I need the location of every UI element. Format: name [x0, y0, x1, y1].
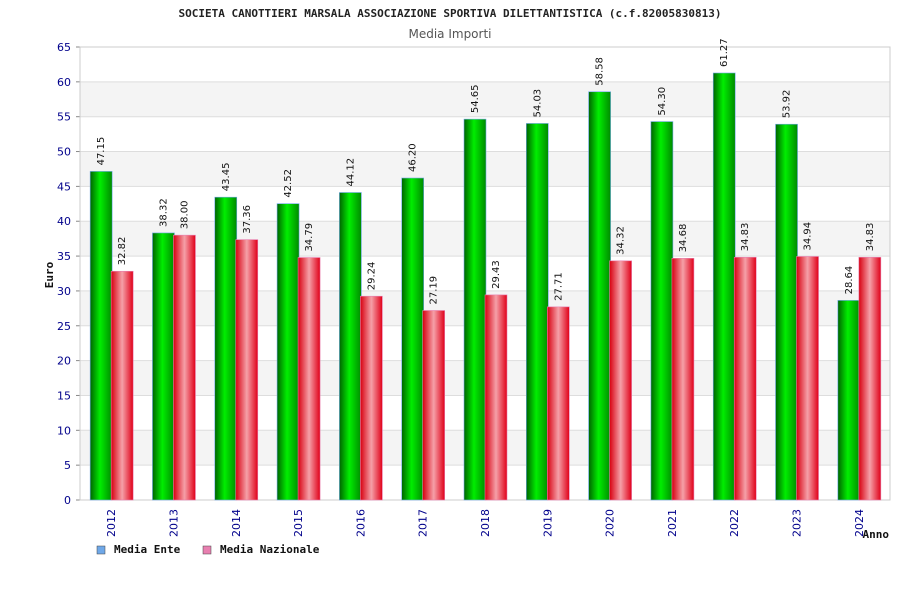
x-tick-label-2020: 2020 — [604, 509, 617, 537]
data-label-media-nazionale-2022: 34.83 — [740, 223, 751, 252]
grid-band — [80, 47, 890, 82]
y-tick-label: 55 — [57, 111, 71, 124]
data-label-media-nazionale-2023: 34.94 — [803, 222, 814, 251]
x-tick-label-2017: 2017 — [417, 509, 430, 537]
data-label-media-nazionale-2020: 34.32 — [616, 226, 627, 255]
y-tick-label: 45 — [57, 180, 71, 193]
data-label-media-ente-2019: 54.03 — [532, 89, 543, 118]
bar-media-ente-2015 — [276, 203, 300, 501]
data-label-media-ente-2012: 47.15 — [96, 137, 107, 166]
x-tick-label-2015: 2015 — [292, 509, 305, 537]
label-layer: 0 5 10 15 20 25 30 35 40 45 50 55 60 65 47.15 32.82 2012… — [57, 38, 876, 537]
grid-band — [80, 81, 890, 117]
data-label-media-ente-2016: 44.12 — [345, 158, 356, 187]
y-tick-label: 50 — [57, 146, 71, 159]
bar-media-nazionale-2012 — [110, 270, 134, 501]
legend-swatch-media-nazionale — [202, 545, 212, 555]
data-label-media-nazionale-2018: 29.43 — [491, 260, 502, 289]
bar-media-ente-2018 — [463, 118, 487, 501]
legend-swatch-media-ente — [96, 545, 106, 555]
x-tick-label-2024: 2024 — [853, 509, 866, 537]
bar-media-ente-2024 — [837, 300, 861, 501]
bar-media-nazionale-2019 — [547, 306, 570, 501]
data-label-media-ente-2018: 54.65 — [470, 84, 481, 113]
y-tick-label: 35 — [57, 250, 71, 263]
y-tick-label: 20 — [57, 355, 71, 368]
y-tick-label: 40 — [57, 215, 71, 228]
bar-media-ente-2016 — [339, 192, 362, 501]
x-tick-label-2012: 2012 — [105, 509, 118, 537]
x-tick-label-2019: 2019 — [541, 509, 554, 537]
y-tick-label: 0 — [64, 494, 71, 507]
bar-media-nazionale-2014 — [235, 239, 259, 501]
x-tick-label-2022: 2022 — [728, 509, 741, 537]
bar-media-ente-2014 — [214, 196, 238, 501]
bar-layer — [89, 72, 882, 501]
data-label-media-nazionale-2017: 27.19 — [429, 276, 440, 305]
chart-subtitle: Media Importi — [408, 27, 491, 41]
y-tick-label: 15 — [57, 389, 71, 402]
bar-media-nazionale-2018 — [484, 294, 508, 501]
data-label-media-ente-2023: 53.92 — [782, 90, 793, 119]
data-label-media-ente-2024: 28.64 — [844, 266, 855, 295]
x-tick-label-2014: 2014 — [230, 509, 243, 537]
data-label-media-nazionale-2013: 38.00 — [179, 201, 190, 230]
x-tick-label-2018: 2018 — [479, 509, 492, 537]
bar-media-ente-2017 — [401, 177, 424, 501]
bar-media-ente-2021 — [650, 121, 674, 501]
y-tick-label: 5 — [64, 459, 71, 472]
bar-media-ente-2012 — [89, 171, 113, 501]
bar-media-ente-2020 — [588, 91, 611, 501]
bar-media-ente-2022 — [712, 72, 736, 501]
bar-media-ente-2013 — [152, 232, 175, 501]
x-tick-label-2021: 2021 — [666, 509, 679, 537]
bar-media-nazionale-2016 — [360, 295, 383, 501]
bar-media-nazionale-2020 — [609, 260, 632, 501]
bar-media-nazionale-2015 — [297, 257, 321, 501]
legend-label-media-nazionale: Media Nazionale — [220, 543, 320, 556]
data-label-media-nazionale-2014: 37.36 — [242, 205, 253, 234]
data-label-media-ente-2022: 61.27 — [719, 38, 730, 67]
data-label-media-ente-2013: 38.32 — [158, 198, 169, 227]
legend: Media Ente Media Nazionale — [96, 543, 320, 556]
x-tick-label-2016: 2016 — [354, 509, 367, 537]
bar-media-nazionale-2024 — [858, 256, 882, 501]
y-tick-label: 10 — [57, 424, 71, 437]
bar-media-nazionale-2022 — [733, 256, 757, 501]
y-tick-label: 30 — [57, 285, 71, 298]
legend-label-media-ente: Media Ente — [114, 543, 181, 556]
bar-media-ente-2019 — [526, 123, 549, 501]
y-tick-label: 65 — [57, 41, 71, 54]
bar-media-nazionale-2023 — [796, 256, 819, 501]
data-label-media-ente-2021: 54.30 — [657, 87, 668, 116]
data-label-media-nazionale-2021: 34.68 — [678, 224, 689, 253]
data-label-media-nazionale-2019: 27.71 — [553, 272, 564, 301]
chart-title: SOCIETA CANOTTIERI MARSALA ASSOCIAZIONE … — [178, 7, 721, 20]
data-label-media-ente-2015: 42.52 — [283, 169, 294, 198]
y-axis-label: Euro — [43, 261, 56, 288]
y-tick-label: 25 — [57, 320, 71, 333]
x-tick-label-2023: 2023 — [791, 509, 804, 537]
bar-media-nazionale-2021 — [671, 258, 695, 501]
data-label-media-nazionale-2012: 32.82 — [117, 237, 128, 266]
bar-media-ente-2023 — [775, 123, 798, 501]
data-label-media-ente-2014: 43.45 — [221, 163, 232, 192]
data-label-media-nazionale-2024: 34.83 — [865, 223, 876, 252]
data-label-media-nazionale-2015: 34.79 — [304, 223, 315, 252]
data-label-media-nazionale-2016: 29.24 — [366, 262, 377, 291]
x-tick-label-2013: 2013 — [167, 509, 180, 537]
data-label-media-ente-2020: 58.58 — [595, 57, 606, 86]
bar-media-nazionale-2017 — [422, 310, 445, 501]
x-axis-label: Anno — [863, 528, 890, 541]
data-label-media-ente-2017: 46.20 — [408, 143, 419, 172]
y-tick-label: 60 — [57, 76, 71, 89]
bar-media-nazionale-2013 — [173, 234, 196, 501]
